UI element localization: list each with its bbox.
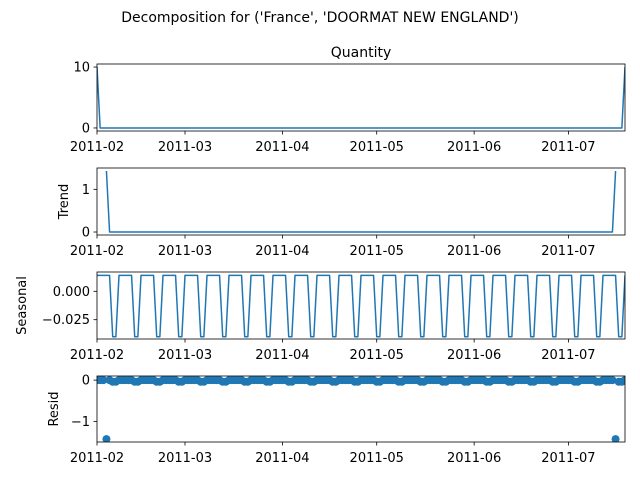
y-tick-label: 1 bbox=[82, 183, 90, 198]
panel-4: 0 −1 2011-02 2011-03 2011-04 2011-05 2011-06 20… bbox=[47, 374, 626, 466]
plot-area bbox=[97, 376, 625, 442]
axes-frame bbox=[96, 167, 626, 236]
y-tick-label: 0 bbox=[82, 374, 90, 389]
x-tick-label: 2011-02 bbox=[70, 244, 124, 259]
x-tick-label: 2011-03 bbox=[158, 348, 212, 363]
residual-outlier-point bbox=[102, 435, 111, 442]
plot-area bbox=[97, 274, 625, 338]
x-tick-label: 2011-06 bbox=[447, 140, 501, 155]
x-tick-label: 2011-02 bbox=[70, 451, 124, 466]
x-tick-label: 2011-07 bbox=[541, 348, 595, 363]
panel-1: 0 10 2011-02 2011-03 2011-04 2011-05 2011-06 20… bbox=[70, 45, 626, 155]
axes-frame bbox=[96, 375, 626, 443]
plot-area bbox=[97, 67, 625, 129]
y-tick-label: −0.025 bbox=[42, 313, 90, 328]
series-line bbox=[97, 274, 625, 338]
residual-point bbox=[608, 376, 617, 385]
y-tick-label: 0 bbox=[82, 226, 90, 241]
plot-area bbox=[105, 170, 617, 233]
x-tick-label: 2011-02 bbox=[70, 140, 124, 155]
x-tick-label: 2011-04 bbox=[255, 244, 309, 259]
y-tick-label: 10 bbox=[73, 61, 90, 76]
x-tick-label: 2011-07 bbox=[541, 140, 595, 155]
x-tick-label: 2011-03 bbox=[158, 140, 212, 155]
panel-3: 0.000 −0.025 2011-02 2011-03 2011-04 2011-05 2… bbox=[15, 271, 626, 363]
x-tick-label: 2011-06 bbox=[447, 244, 501, 259]
residual-outlier-point bbox=[611, 435, 620, 442]
figure-title: Decomposition for ('France', 'DOORMAT NE… bbox=[121, 10, 519, 26]
y-axis-label: Trend bbox=[57, 184, 72, 221]
x-tick-label: 2011-07 bbox=[541, 244, 595, 259]
x-tick-label: 2011-06 bbox=[447, 451, 501, 466]
panel-2: 0 1 2011-02 2011-03 2011-04 2011-05 2011-06 201… bbox=[57, 167, 626, 259]
x-tick-label: 2011-05 bbox=[350, 348, 404, 363]
x-tick-label: 2011-04 bbox=[255, 451, 309, 466]
x-tick-label: 2011-03 bbox=[158, 451, 212, 466]
axes-frame bbox=[96, 271, 626, 340]
x-tick-label: 2011-05 bbox=[350, 244, 404, 259]
y-axis-label: Seasonal bbox=[15, 276, 30, 335]
series-line bbox=[97, 67, 625, 129]
y-tick-label: 0.000 bbox=[53, 285, 90, 300]
x-tick-label: 2011-07 bbox=[541, 451, 595, 466]
y-tick-label: 0 bbox=[82, 121, 90, 136]
axes-frame bbox=[96, 63, 626, 132]
x-tick-label: 2011-05 bbox=[350, 140, 404, 155]
x-tick-label: 2011-05 bbox=[350, 451, 404, 466]
y-axis-label: Resid bbox=[47, 391, 62, 426]
series-line bbox=[105, 170, 617, 233]
x-tick-label: 2011-02 bbox=[70, 348, 124, 363]
panel-title: Quantity bbox=[331, 45, 392, 61]
x-tick-label: 2011-03 bbox=[158, 244, 212, 259]
residual-point bbox=[99, 376, 108, 385]
x-tick-label: 2011-06 bbox=[447, 348, 501, 363]
x-tick-label: 2011-04 bbox=[255, 348, 309, 363]
y-tick-label: −1 bbox=[71, 415, 90, 430]
residual-point bbox=[621, 376, 625, 385]
x-tick-label: 2011-04 bbox=[255, 140, 309, 155]
